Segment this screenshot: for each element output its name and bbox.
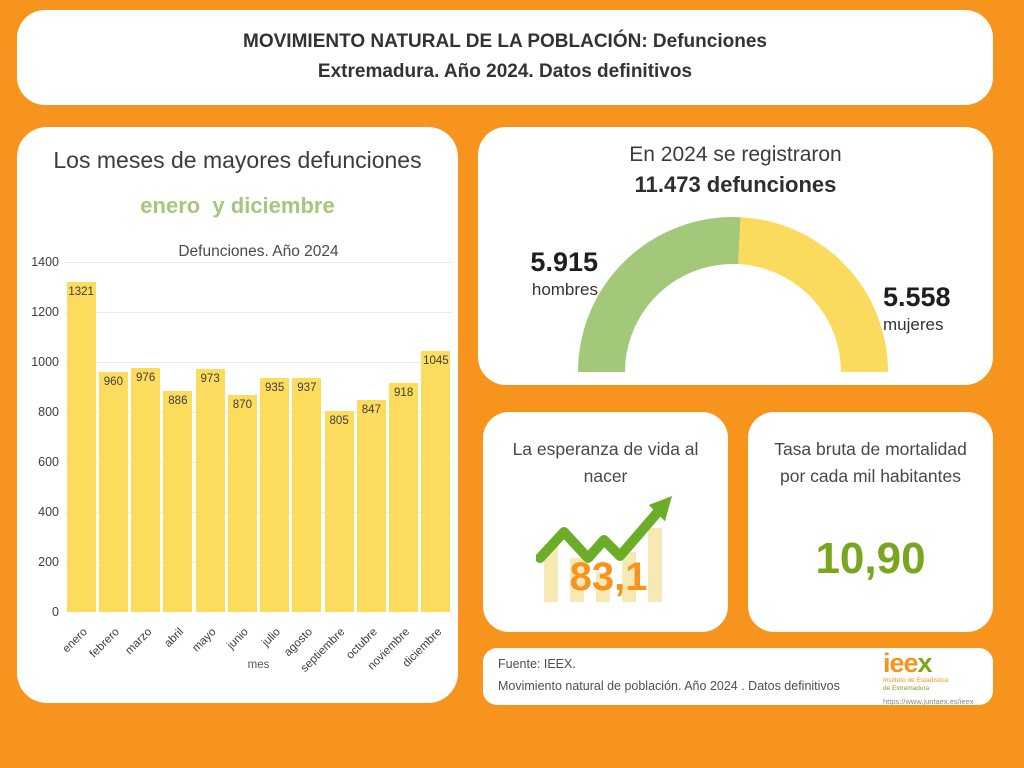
page-title-line2: Extremadura. Año 2024. Datos definitivos <box>317 61 693 82</box>
bar-noviembre: 918 <box>389 382 419 612</box>
bar-diciembre: 1045 <box>421 350 451 612</box>
bar-value-junio: 870 <box>232 398 252 411</box>
bar-value-octubre: 847 <box>361 404 381 417</box>
logo-sub-line1: Instituto de Estadística <box>883 677 949 684</box>
mujeres-stat: 5.558 mujeres <box>883 282 985 335</box>
half-donut-gauge <box>578 217 888 373</box>
gauge-title-line1: En 2024 se registraron <box>629 143 842 166</box>
y-tick-200: 200 <box>38 555 59 569</box>
bar-value-mayo: 973 <box>200 372 220 385</box>
life-expectancy-value: 83,1 <box>569 555 648 599</box>
gridline-400 <box>65 512 452 513</box>
y-tick-1000: 1000 <box>31 355 59 369</box>
bar-value-marzo: 976 <box>136 372 156 384</box>
x-axis-title: mes <box>247 659 270 671</box>
bar-agosto: 937 <box>292 377 322 612</box>
mujeres-label: mujeres <box>883 315 944 334</box>
chart-card-title: Los meses de mayores defunciones <box>53 147 422 173</box>
mortality-rate-title: Tasa bruta de mortalidad por cada mil ha… <box>774 439 967 486</box>
gauge-segment-mujeres <box>737 217 888 373</box>
life-expectancy-title: La esperanza de vida al nacer <box>512 439 699 486</box>
total-deaths-gauge-card: En 2024 se registraron 11.473 defuncione… <box>478 127 993 385</box>
growth-trend-icon-wrap: 83,1 <box>534 490 676 602</box>
gridline-1200 <box>65 312 452 313</box>
bar-value-agosto: 937 <box>297 381 317 394</box>
x-tick-anchor-diciembre: diciembre <box>286 622 445 670</box>
gauge-title-line2: 11.473 defunciones <box>634 172 837 197</box>
bar-junio: 870 <box>227 394 257 612</box>
y-tick-800: 800 <box>38 405 59 419</box>
gridline-200 <box>65 562 452 563</box>
bar-value-noviembre: 918 <box>394 386 414 399</box>
bar-octubre: 847 <box>356 400 386 612</box>
bar-abril: 886 <box>163 390 193 612</box>
bar-value-febrero: 960 <box>103 376 123 388</box>
page-title-line1: MOVIMIENTO NATURAL DE LA POBLACIÓN: Defu… <box>243 31 767 52</box>
gridline-1400 <box>65 262 452 263</box>
logo-text-orange: iee <box>883 648 919 678</box>
y-tick-400: 400 <box>38 505 59 519</box>
y-axis-tick-labels: 0 200 400 600 800 1000 1200 1400 <box>17 127 59 703</box>
bar-septiembre: 805 <box>324 410 354 612</box>
logo-sub-line2: de Extremadura <box>883 684 930 692</box>
growth-trend-icon <box>534 496 672 602</box>
source-footer-card: Fuente: IEEX. Movimiento natural de pobl… <box>483 648 993 705</box>
gridline-600 <box>65 462 452 463</box>
hombres-label: hombres <box>531 280 598 299</box>
bar-julio: 935 <box>260 378 290 612</box>
bar-marzo: 976 <box>131 368 161 612</box>
logo-text-green: x <box>917 648 933 678</box>
chart-card-highlight-months: enero y diciembre <box>140 193 335 218</box>
gauge-segment-hombres <box>578 217 741 373</box>
ieex-logo: ieex Instituto de Estadística de Extrema… <box>883 650 973 706</box>
y-tick-1200: 1200 <box>31 305 59 319</box>
y-tick-600: 600 <box>38 455 59 469</box>
bar-value-julio: 935 <box>265 382 285 395</box>
x-axis-tick-labels: enero febrero marzo abril mayo junio julio agos… <box>17 127 458 703</box>
bar-enero: 1321 <box>66 281 96 612</box>
source-line1: Fuente: IEEX. <box>498 657 576 671</box>
hombres-stat: 5.915 hombres <box>496 247 598 300</box>
mortality-rate-card: Tasa bruta de mortalidad por cada mil ha… <box>748 412 993 632</box>
bar-value-diciembre: 1045 <box>423 354 449 367</box>
bar-febrero: 960 <box>98 372 128 612</box>
deaths-by-month-card: Los meses de mayores defunciones enero y… <box>17 127 458 703</box>
source-line2: Movimiento natural de población. Año 202… <box>498 679 840 693</box>
mortality-rate-value: 10,90 <box>815 534 926 583</box>
gridline-1000 <box>65 362 452 363</box>
ieex-logo-text: ieex <box>883 650 973 677</box>
header-card: MOVIMIENTO NATURAL DE LA POBLACIÓN: Defu… <box>17 10 993 105</box>
y-tick-1400: 1400 <box>31 255 59 269</box>
mujeres-value: 5.558 <box>883 282 951 312</box>
bar-value-enero: 1321 <box>68 285 94 298</box>
bar-chart-title: Defunciones. Año 2024 <box>178 243 339 260</box>
bar-value-septiembre: 805 <box>329 414 349 427</box>
hombres-value: 5.915 <box>530 247 598 277</box>
gridline-800 <box>65 412 452 413</box>
bar-value-abril: 886 <box>168 394 188 407</box>
bar-chart-plot-area: 1321 960 976 886 973 870 935 937 805 847 918 1045 <box>65 262 452 612</box>
life-expectancy-card: La esperanza de vida al nacer 83,1 <box>483 412 728 632</box>
logo-url: https://www.juntaex.es/ieex <box>883 697 974 706</box>
y-tick-0: 0 <box>52 605 59 619</box>
bar-mayo: 973 <box>195 368 225 612</box>
